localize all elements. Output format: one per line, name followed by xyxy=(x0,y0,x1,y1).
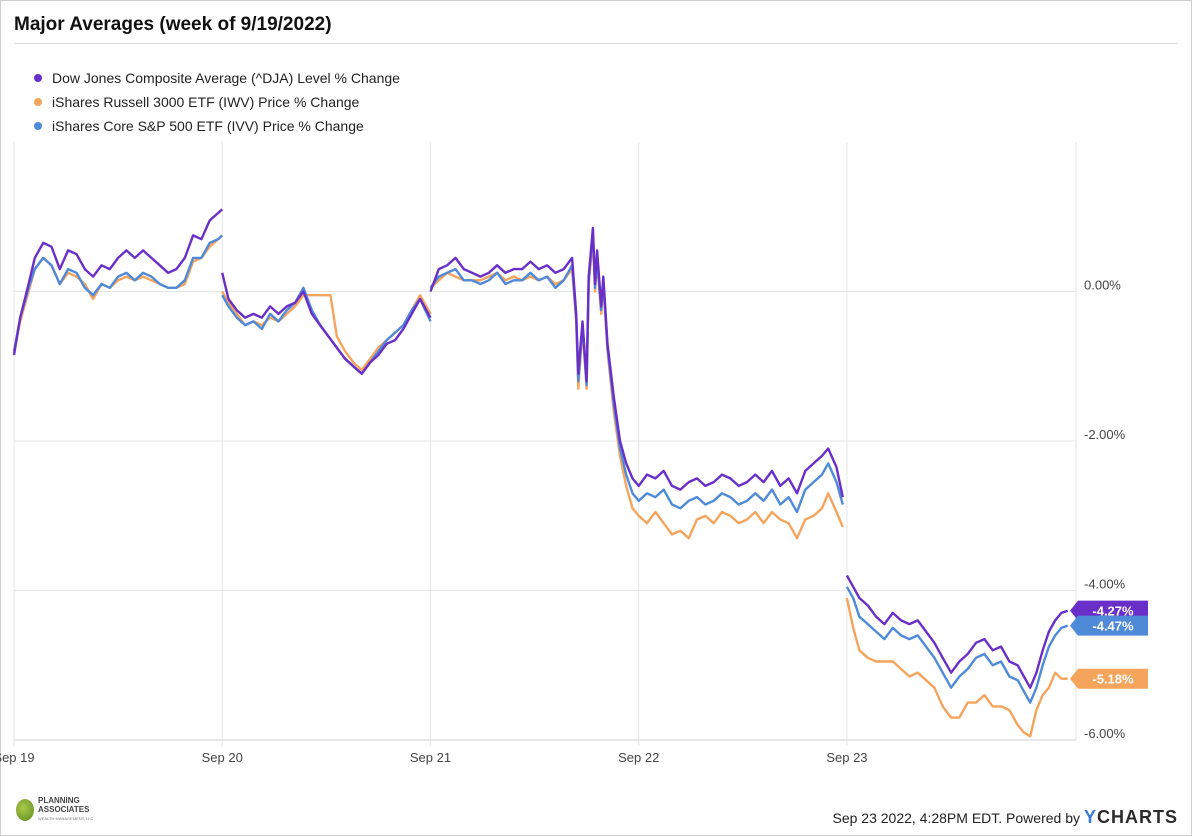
series-line xyxy=(429,238,844,540)
legend-label-dja: Dow Jones Composite Average (^DJA) Level… xyxy=(52,70,400,86)
end-value-tag xyxy=(1070,668,1148,689)
end-value-label: -5.18% xyxy=(1092,672,1134,687)
x-tick-label: Sep 19 xyxy=(0,750,35,765)
series-line xyxy=(845,586,1069,704)
chart-legend: Dow Jones Composite Average (^DJA) Level… xyxy=(34,66,400,138)
y-tick-label: -2.00% xyxy=(1084,427,1126,442)
ycharts-logo[interactable]: YCHARTS xyxy=(1084,807,1178,828)
legend-marker-ivv xyxy=(34,122,42,130)
series-line xyxy=(221,290,432,372)
x-tick-label: Sep 21 xyxy=(410,750,451,765)
series-line xyxy=(845,597,1068,738)
x-tick-label: Sep 20 xyxy=(202,750,243,765)
legend-marker-iwv xyxy=(34,98,42,106)
end-value-tag xyxy=(1070,615,1148,636)
logo-line-3: WEALTH MANAGEMENT, LLC xyxy=(38,816,94,821)
planning-associates-logo: PLANNING ASSOCIATES WEALTH MANAGEMENT, L… xyxy=(16,796,93,823)
footer-timestamp: Sep 23 2022, 4:28PM EDT. Powered by xyxy=(832,809,1080,826)
legend-item-iwv[interactable]: iShares Russell 3000 ETF (IWV) Price % C… xyxy=(34,90,400,114)
ycharts-logo-text: CHARTS xyxy=(1097,807,1178,827)
end-value-label: -4.27% xyxy=(1092,604,1134,619)
series-line xyxy=(221,272,432,375)
x-tick-label: Sep 22 xyxy=(618,750,659,765)
ycharts-logo-y: Y xyxy=(1083,807,1097,827)
logo-text: PLANNING ASSOCIATES WEALTH MANAGEMENT, L… xyxy=(38,796,93,823)
footer-attribution: Sep 23 2022, 4:28PM EDT. Powered by YCHA… xyxy=(833,807,1179,828)
end-value-label: -4.47% xyxy=(1092,619,1134,634)
y-tick-label: 0.00% xyxy=(1084,278,1121,293)
series-line xyxy=(221,286,432,375)
logo-line-2: ASSOCIATES xyxy=(38,805,90,814)
chart-title: Major Averages (week of 9/19/2022) xyxy=(14,14,332,35)
leaf-logo-icon xyxy=(16,798,34,821)
legend-label-iwv: iShares Russell 3000 ETF (IWV) Price % C… xyxy=(52,94,360,110)
series-line xyxy=(12,208,224,356)
y-tick-label: -4.00% xyxy=(1084,577,1126,592)
series-line xyxy=(12,234,224,352)
logo-line-1: PLANNING xyxy=(38,796,80,805)
legend-label-ivv: iShares Core S&P 500 ETF (IVV) Price % C… xyxy=(52,118,364,134)
x-tick-label: Sep 23 xyxy=(826,750,867,765)
legend-item-dja[interactable]: Dow Jones Composite Average (^DJA) Level… xyxy=(34,66,400,90)
y-tick-label: -6.00% xyxy=(1084,726,1126,741)
series-line xyxy=(12,234,224,352)
series-line xyxy=(845,574,1069,689)
series-line xyxy=(429,226,844,498)
legend-marker-dja xyxy=(34,74,42,82)
title-divider xyxy=(14,43,1178,44)
legend-item-ivv[interactable]: iShares Core S&P 500 ETF (IVV) Price % C… xyxy=(34,114,400,138)
